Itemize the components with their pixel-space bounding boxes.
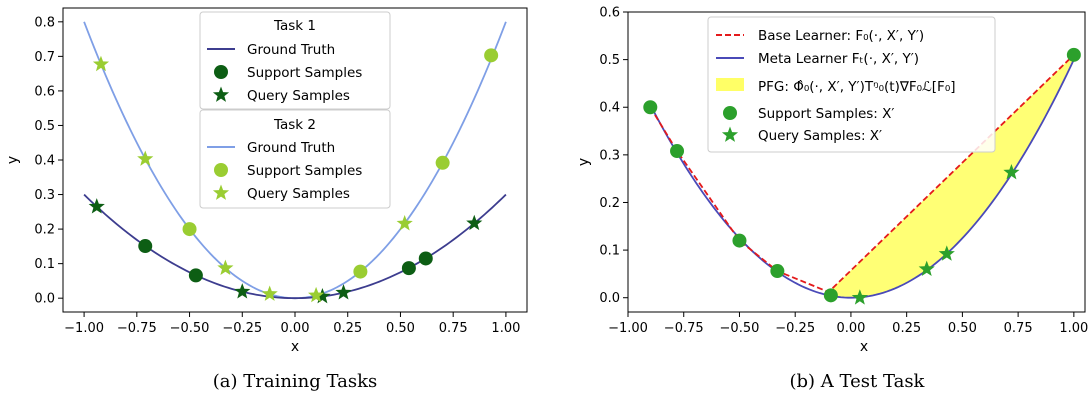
query-sample: [938, 245, 955, 261]
legend-label-task1-query: Query Samples: [247, 88, 350, 104]
y-tick-label: 0.7: [34, 50, 55, 65]
legend-task1: Task 1 Ground Truth Support Samples Quer…: [199, 11, 391, 110]
y-tick-label: 0.3: [34, 188, 55, 203]
legend-label-task1-support: Support Samples: [247, 65, 362, 81]
x-tick-label: 0.50: [948, 321, 977, 336]
legend-circle-support: [723, 106, 737, 120]
legend-task2: Task 2 Ground Truth Support Samples Quer…: [199, 109, 391, 209]
x-tick-label: 0.00: [281, 321, 310, 336]
legend-circle-task1: [214, 65, 228, 79]
legend-title-task2: Task 2: [273, 117, 316, 133]
x-tick-label: 0.50: [386, 321, 415, 336]
y-tick-label: 0.0: [34, 292, 55, 307]
legend-label-task2-support: Support Samples: [247, 163, 362, 179]
caption-a: (a) Training Tasks: [213, 371, 378, 392]
support-sample-task2: [353, 264, 368, 279]
x-tick-label: −0.25: [775, 321, 815, 336]
x-tick-label: −0.50: [720, 321, 760, 336]
query-sample-task2: [261, 285, 278, 301]
query-sample-task1: [466, 214, 483, 231]
support-sample-task2: [435, 155, 450, 170]
y-tick-label: 0.1: [34, 257, 55, 272]
y-tick-label: 0.2: [34, 223, 55, 238]
y-axis-label: y: [576, 158, 592, 166]
legend-label-pfg: PFG: Φ̂₀(·, X′, Y′)Tᵑ₀(t)∇F₀ℒ[F₀]: [758, 79, 956, 95]
y-axis-label: y: [5, 156, 21, 164]
support-sample: [670, 144, 685, 159]
pfg-region: [828, 54, 1074, 298]
query-sample-task1: [234, 283, 251, 299]
x-tick-label: 0.25: [892, 321, 921, 336]
x-tick-label: −0.25: [222, 321, 262, 336]
query-sample-task1: [335, 284, 352, 300]
y-tick-label: 0.4: [599, 101, 620, 116]
x-axis-label: x: [291, 339, 299, 355]
y-tick-label: 0.5: [34, 119, 55, 134]
plot-frame: [627, 11, 1086, 313]
y-tick-label: 0.1: [599, 244, 620, 259]
query-sample: [851, 289, 868, 305]
y-tick-label: 0.6: [599, 6, 620, 21]
legend-test: Base Learner: F₀(·, X′, Y′) Meta Learner…: [707, 16, 996, 153]
query-sample-task2: [92, 55, 110, 72]
legend-label-support: Support Samples: X′: [758, 106, 894, 122]
x-tick-label: 0.75: [439, 321, 468, 336]
y-tick-label: 0.3: [599, 148, 620, 163]
x-tick-label: 1.00: [491, 321, 520, 336]
legend-star-task1: [212, 86, 230, 102]
legend-label-base: Base Learner: F₀(·, X′, Y′): [758, 28, 924, 44]
query-sample-task2: [308, 286, 325, 303]
y-tick-label: 0.2: [599, 196, 620, 211]
x-tick-label: −0.75: [664, 321, 704, 336]
base-learner-line: [649, 54, 1075, 294]
x-tick-label: −0.75: [117, 321, 157, 336]
query-sample: [918, 260, 935, 277]
legend-label-meta: Meta Learner Fₜ(·, X′, Y′): [758, 51, 919, 67]
x-tick-label: 0.00: [836, 321, 865, 336]
query-sample-task2: [137, 150, 154, 166]
caption-b: (b) A Test Task: [790, 371, 926, 392]
support-sample: [643, 100, 658, 115]
support-sample-task1: [401, 261, 416, 276]
legend-star-task2: [212, 184, 230, 200]
query-sample: [1003, 163, 1020, 180]
support-sample-task2: [182, 222, 197, 237]
query-sample-task1: [88, 198, 105, 214]
chart-test-task: −1.00 −0.75 −0.50 −0.25 0.00 0.25 0.50 0.75 1.00…: [576, 6, 1088, 393]
y-tick-label: 0.4: [34, 154, 55, 169]
legend-star-query: [721, 126, 739, 142]
x-axis-label: x: [860, 339, 868, 355]
x-tick-label: −0.50: [170, 321, 210, 336]
support-sample: [1066, 47, 1081, 62]
ground-truth-curve-task1: [83, 193, 507, 300]
support-sample-task1: [138, 239, 153, 254]
x-tick-label: 1.00: [1059, 321, 1088, 336]
query-sample-task2: [396, 215, 413, 231]
support-sample-task1: [188, 268, 203, 283]
legend-label-task2-query: Query Samples: [247, 186, 350, 202]
support-sample: [823, 288, 838, 303]
y-tick-label: 0.8: [34, 15, 55, 30]
y-tick-label: 0.5: [599, 53, 620, 68]
y-tick-label: 0.0: [599, 291, 620, 306]
y-tick-label: 0.6: [34, 84, 55, 99]
legend-swatch-pfg: [716, 78, 744, 91]
legend-label-task1-gt: Ground Truth: [247, 42, 335, 58]
legend-label-task2-gt: Ground Truth: [247, 140, 335, 156]
support-sample-task1: [418, 251, 433, 266]
support-sample: [770, 264, 785, 279]
chart-training-tasks: −1.00 −0.75 −0.50 −0.25 0.00 0.25 0.50 0.75 1.00…: [5, 7, 528, 392]
query-sample-task1: [314, 287, 331, 304]
x-tick-label: 0.75: [1004, 321, 1033, 336]
x-tick-label: −1.00: [608, 321, 648, 336]
support-sample: [732, 233, 747, 248]
legend-circle-task2: [214, 163, 228, 177]
legend-title-task1: Task 1: [273, 18, 316, 34]
x-tick-label: −1.00: [64, 321, 104, 336]
query-sample-task2: [217, 259, 234, 275]
legend-label-query: Query Samples: X′: [758, 128, 882, 144]
support-sample-task2: [484, 48, 499, 63]
x-tick-label: 0.25: [333, 321, 362, 336]
